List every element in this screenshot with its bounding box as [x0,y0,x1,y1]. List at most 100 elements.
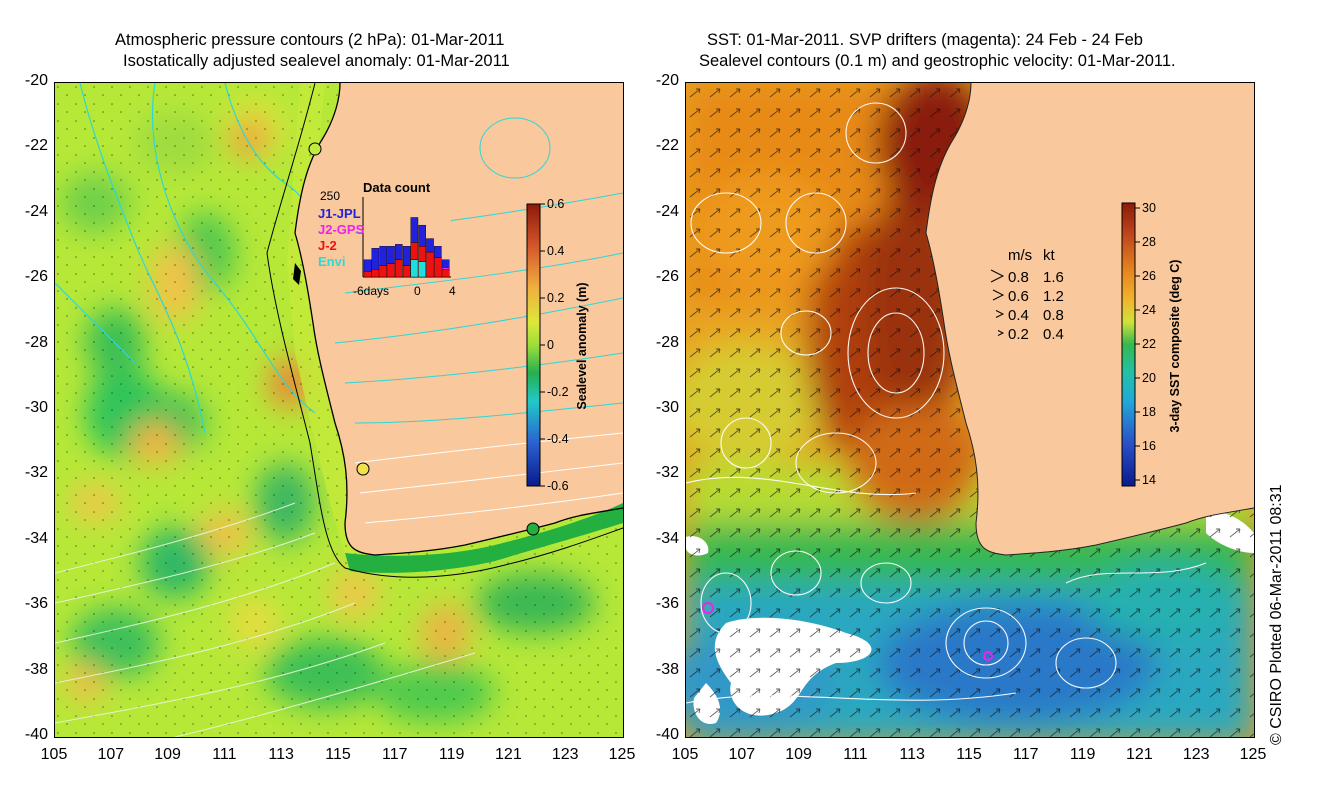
coastline-sst [925,83,1254,556]
legend-j-2: J-2 [318,238,337,253]
colorbar-tick-label: 0.6 [547,197,564,211]
inset-bar-j2r [426,251,434,278]
inset-bar-j1 [371,247,380,270]
left-colorbar-label: Sealevel anomaly (m) [575,282,589,409]
legend-j2-gps: J2-GPS [318,222,365,237]
y-tick-label: -38 [24,660,48,678]
colorbar-tick-label: 0.2 [547,291,564,305]
colorbar-tick-label: 20 [1142,371,1156,385]
y-tick-label: -28 [655,333,679,351]
x-tick-label: 119 [438,746,465,763]
colorbar-tick-label: -0.6 [547,479,569,493]
y-tick-label: -38 [655,660,679,678]
inset-bar-envi [418,261,426,278]
inset-title: Data count [363,180,431,195]
y-tick-label: -40 [24,726,48,743]
y-tick-label: -20 [24,72,48,89]
inset-bar-j1 [433,246,442,258]
x-tick-label: 125 [608,746,636,763]
y-tick-label: -30 [24,399,48,416]
x-tick-label: 105 [671,746,699,763]
left-colorbar-ticks: 0.6 0.4 0.2 0 -0.2 -0.4 -0.6 [540,197,569,493]
inset-bar-j1 [394,244,403,260]
velocity-scale-arrow [992,289,1005,301]
y-tick-label: -28 [24,333,48,351]
y-tick-label: -20 [655,72,679,89]
colorbar-tick-label: 30 [1142,201,1156,215]
colorbar-tick-label: 28 [1142,235,1156,249]
inset-bar-j1 [426,238,434,253]
right-title-line2: Sealevel contours (0.1 m) and geostrophi… [699,52,1176,70]
x-tick-label: 123 [551,746,579,763]
tide-gauge-marker [356,462,370,476]
velocity-legend: m/s kt 0.8 1.6 0.6 1.2 0.4 0.8 0.2 0.4 [990,247,1064,343]
x-tick-label: 111 [843,746,868,763]
inset-bar-j1 [402,246,411,266]
colorbar-tick-label: 14 [1142,473,1156,487]
y-tick-label: -22 [24,137,48,155]
velocity-ms-value: 0.4 [1008,307,1029,324]
velocity-ms-value: 0.6 [1008,288,1029,305]
inset-bar-j1 [363,259,372,272]
inset-bar-j2r [394,259,403,278]
x-tick-label: 109 [785,746,812,763]
y-tick-label: -26 [24,268,48,286]
inset-bar-j1 [379,246,387,266]
colorbar-tick-label: 24 [1142,303,1156,317]
x-tick-label: 121 [495,746,522,763]
svp-drifter [983,651,993,661]
sealevel-contours [686,102,1207,704]
velocity-kt-value: 1.6 [1043,269,1064,286]
inset-bar-j2r [410,242,419,260]
x-tick-label: 111 [212,746,237,763]
velocity-ms-value: 0.8 [1008,269,1029,286]
y-tick-label: -24 [655,202,679,220]
inset-xlabel-end: 4 [449,284,456,298]
inset-bar-j2r [371,269,380,278]
colorbar-tick-label: 22 [1142,337,1156,351]
velocity-header-ms: m/s [1008,247,1032,264]
left-title-line1: Atmospheric pressure contours (2 hPa): 0… [115,31,505,49]
velocity-kt-value: 0.4 [1043,326,1064,343]
x-tick-label: 113 [268,746,294,763]
x-tick-label: 115 [325,746,351,763]
inset-bar-envi [410,259,419,278]
colorbar-tick-label: -0.2 [547,385,569,399]
shelf-break-contour [266,83,623,578]
y-tick-label: -24 [24,202,48,220]
x-tick-label: 113 [899,746,925,763]
x-tick-label: 121 [1126,746,1153,763]
land-isobars [354,432,623,524]
shark-bay-islands [293,263,301,285]
right-colorbar: 30 28 26 24 22 20 18 16 14 3-day SST composite (… [1121,201,1182,487]
x-tick-label: 117 [382,746,408,763]
x-tick-label: 105 [40,746,68,763]
x-tick-label: 107 [97,746,125,763]
x-tick-label: 117 [1013,746,1039,763]
y-tick-label: -30 [655,399,679,416]
velocity-ms-value: 0.2 [1008,326,1029,343]
inset-bar-j2r [379,265,387,278]
inset-xlabel-start: -6days [353,284,389,298]
right-colorbar-label: 3-day SST composite (deg C) [1168,260,1182,433]
y-tick-label: -40 [655,726,679,743]
colorbar-tick-label: 26 [1142,269,1156,283]
velocity-header-kt: kt [1043,247,1056,264]
x-tick-label: 125 [1239,746,1267,763]
tide-gauge-marker [526,522,540,536]
left-title-line2: Isostatically adjusted sealevel anomaly:… [123,52,510,70]
y-tick-label: -36 [655,595,679,613]
y-tick-label: -32 [24,464,48,482]
coastline [294,83,623,556]
velocity-scale-arrow [995,310,1005,318]
inset-bar-j2r [387,263,395,278]
inset-bar-j2r [441,269,450,278]
inset-bar-j2r [433,257,442,278]
csiro-credit: © CSIRO Plotted 06-Mar-2011 08:31 [1268,484,1285,745]
inset-bar-j2r [402,265,411,278]
velocity-kt-value: 1.2 [1043,288,1064,305]
inset-bar-j1 [418,224,426,247]
isobar-contours-south [55,502,476,737]
tide-gauge-marker [308,142,322,156]
data-count-inset: 250 Data count J1-JPL J2-GPS J-2 Envi -6… [318,180,456,298]
